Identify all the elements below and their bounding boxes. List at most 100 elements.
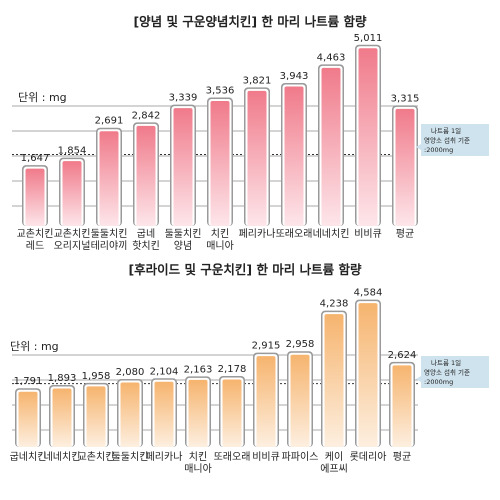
bar-value-label: 3,339 — [169, 93, 198, 104]
bar — [358, 48, 378, 227]
bar-value-label: 4,238 — [320, 299, 349, 310]
category-label: 에프씨 — [320, 463, 348, 475]
bar-value-label: 2,178 — [218, 364, 247, 375]
category-label: 또래오래 — [214, 451, 251, 463]
bar-value-label: 4,463 — [317, 52, 346, 63]
bar — [154, 381, 174, 447]
bar — [62, 161, 82, 226]
category-label: 파파이스 — [282, 451, 319, 463]
chart-fried: [후라이드 및 구운치킨] 한 마리 나트륨 함량 단위 : mg 1,791 1… — [10, 262, 489, 475]
chart-fried-bars — [15, 299, 415, 447]
category-label: 굽네 — [137, 228, 155, 240]
bar-value-label: 1,893 — [48, 373, 77, 384]
category-label: 교촌치킨 — [17, 228, 54, 240]
reference-note-pointer — [416, 144, 421, 150]
bar-value-label: 2,624 — [388, 350, 417, 361]
bar — [256, 356, 276, 447]
bar — [222, 379, 242, 447]
chart-seasoned-value-labels: 1,647 1,854 2,691 2,842 3,339 3,536 3,821 3,943… — [21, 33, 420, 164]
bar — [324, 314, 344, 447]
chart-fried-title: [후라이드 및 구운치킨] 한 마리 나트륨 함량 — [128, 262, 362, 277]
bar — [120, 382, 140, 447]
category-label: 테리야끼 — [91, 240, 128, 252]
bar — [210, 101, 230, 226]
reference-note-text: 나트륨 1일 — [431, 126, 461, 135]
category-label: 네네치킨 — [44, 451, 81, 463]
reference-note-text: 나트륨 1일 — [431, 358, 461, 367]
bar — [173, 108, 193, 226]
chart-seasoned-bars — [22, 44, 418, 227]
bar — [136, 125, 156, 226]
category-label: 오리지널 — [54, 240, 91, 252]
bar-value-label: 2,915 — [252, 341, 281, 352]
bar — [99, 131, 119, 226]
category-label: 핫치킨 — [132, 240, 160, 252]
category-label: 레드 — [26, 240, 44, 252]
bar-value-label: 3,943 — [280, 71, 309, 82]
bar — [25, 168, 45, 226]
bar — [392, 365, 412, 447]
category-label: 평균 — [396, 228, 414, 240]
category-label: 둘둘치킨 — [112, 451, 149, 463]
chart-fried-value-labels: 1,791 1,893 1,958 2,080 2,104 2,163 2,178 2,915… — [14, 288, 417, 388]
category-label: 매니아 — [206, 240, 234, 252]
bar-value-label: 3,821 — [243, 75, 272, 86]
bar-value-label: 2,958 — [286, 339, 315, 350]
bar-value-label: 2,104 — [150, 366, 179, 377]
chart-seasoned: [양념 및 구운양념치킨] 한 마리 나트륨 함량 단위 : mg 1,6471… — [12, 14, 489, 252]
bar-value-label: 2,842 — [132, 110, 161, 121]
bar-value-label: 1,854 — [58, 146, 87, 157]
category-label: 비비큐 — [252, 451, 280, 463]
bar-value-label: 2,080 — [116, 367, 145, 378]
bar — [358, 303, 378, 447]
category-label: 매니아 — [184, 463, 212, 475]
chart-seasoned-category-labels: 교촌치킨레드교촌치킨오리지널둘둘치킨테리야끼굽네핫치킨둘둘치킨양념치킨매니아페리… — [17, 228, 415, 252]
chart-seasoned-title: [양념 및 구운양념치킨] 한 마리 나트륨 함량 — [133, 14, 367, 29]
category-label: 둘둘치킨 — [91, 228, 128, 240]
reference-note-box — [421, 356, 489, 388]
category-label: 네네치킨 — [313, 228, 350, 240]
bar-value-label: 1,958 — [82, 371, 111, 382]
bar — [18, 391, 38, 447]
category-label: 둘둘치킨 — [165, 228, 202, 240]
bar-value-label: 1,791 — [14, 376, 43, 387]
category-label: 치킨 — [211, 228, 229, 240]
category-label: 굽네치킨 — [10, 451, 47, 463]
reference-note-text: 영양소 섭취 기준 — [424, 136, 470, 145]
category-label: 비비큐 — [354, 228, 382, 240]
bar — [321, 67, 341, 226]
bar-value-label: 3,315 — [391, 93, 420, 104]
bar — [188, 379, 208, 447]
category-label: 페리카나 — [146, 451, 183, 463]
category-label: 교촌치킨 — [78, 451, 115, 463]
category-label: 치킨 — [189, 451, 207, 463]
reference-note-box — [421, 124, 489, 156]
bar — [247, 90, 267, 226]
category-label: 교촌치킨 — [54, 228, 91, 240]
bar — [395, 108, 415, 226]
bar-value-label: 5,011 — [354, 33, 383, 44]
category-label: 페리카나 — [239, 228, 276, 240]
category-label: 케이 — [325, 451, 343, 463]
bar-value-label: 2,691 — [95, 116, 124, 127]
bar-value-label: 4,584 — [354, 288, 383, 299]
bar-value-label: 3,536 — [206, 86, 235, 97]
bar — [86, 386, 106, 447]
chart-fried-unit-label: 단위 : mg — [10, 340, 59, 353]
category-label: 양념 — [174, 240, 192, 252]
reference-note-pointer — [416, 376, 421, 382]
bar — [284, 86, 304, 227]
bar — [52, 388, 72, 447]
bar — [290, 354, 310, 447]
chart-seasoned-unit-label: 단위 : mg — [18, 91, 67, 104]
bar-value-label: 2,163 — [184, 364, 213, 375]
category-label: 롯데리아 — [350, 451, 387, 463]
chart-fried-gridlines — [12, 354, 418, 431]
category-label: 또래오래 — [276, 228, 313, 240]
bar-value-label: 1,647 — [21, 153, 50, 164]
